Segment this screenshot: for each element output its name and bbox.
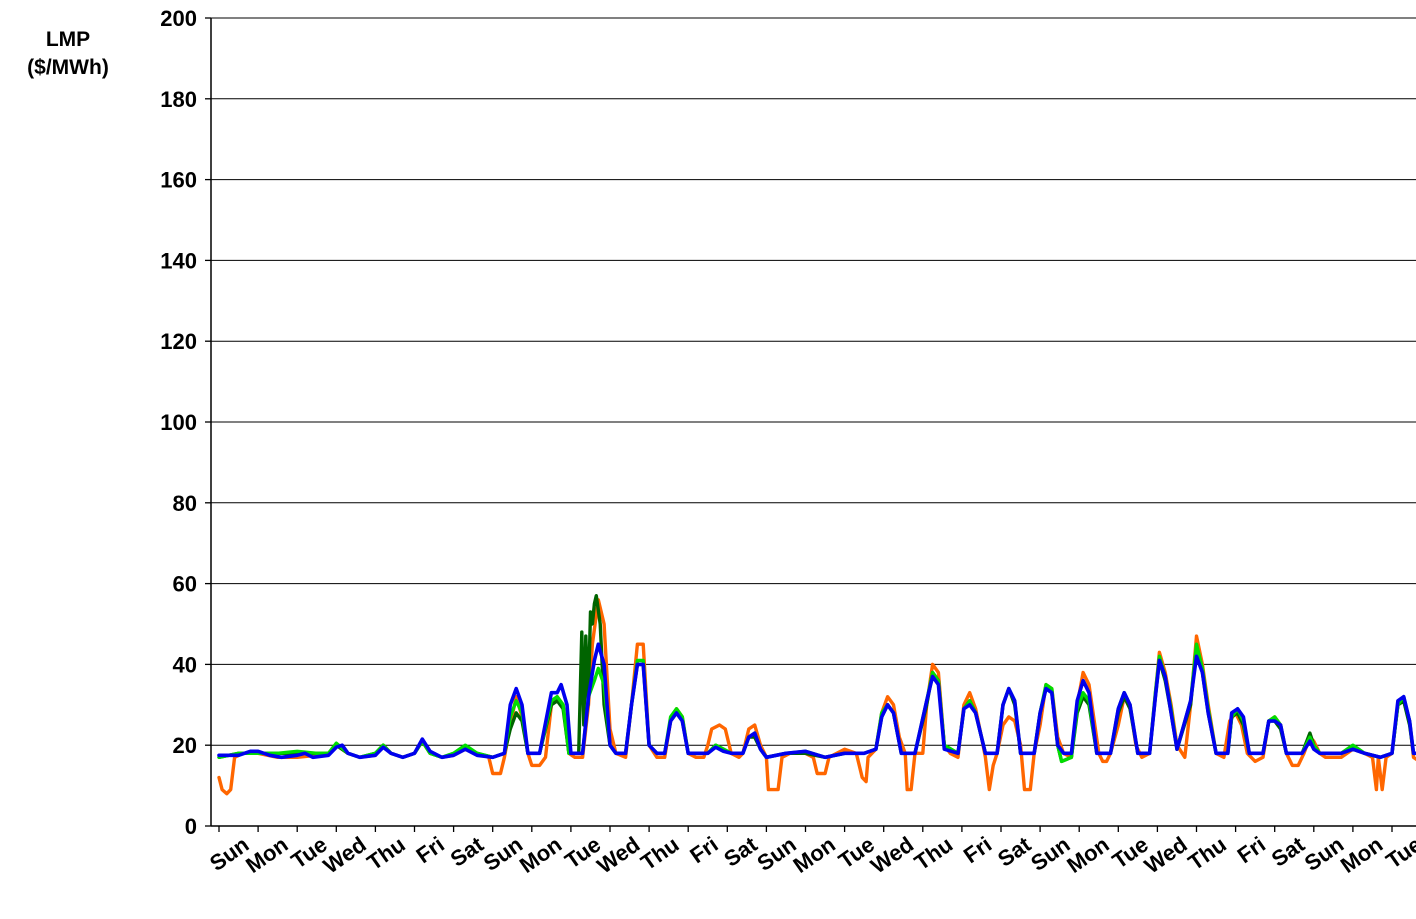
x-tick-label-27: Sat bbox=[1267, 831, 1310, 872]
x-tick-label-1: Mon bbox=[241, 832, 292, 878]
x-tick-label-11: Thu bbox=[636, 832, 683, 876]
series-line-0 bbox=[217, 598, 1416, 796]
x-tick-label-18: Thu bbox=[910, 832, 957, 876]
series-lines bbox=[217, 594, 1416, 796]
y-tick-label-200: 200 bbox=[160, 6, 197, 31]
y-axis-label: LMP ($/MWh) bbox=[14, 26, 122, 82]
y-tick-label-100: 100 bbox=[160, 410, 197, 435]
y-tick-label-20: 20 bbox=[173, 733, 197, 758]
y-tick-labels: 0 20 40 60 80 100 120 140 160 180 200 bbox=[160, 6, 197, 839]
x-tick-label-12: Fri bbox=[685, 832, 722, 869]
y-tick-label-80: 80 bbox=[173, 491, 197, 516]
y-tick-label-60: 60 bbox=[173, 572, 197, 597]
y-axis-label-line-1: LMP bbox=[45, 28, 91, 51]
y-tick-label-160: 160 bbox=[160, 168, 197, 193]
x-tick-label-13: Sat bbox=[719, 831, 762, 872]
axes bbox=[205, 17, 1416, 832]
y-tick-label-180: 180 bbox=[160, 87, 197, 112]
x-tick-label-20: Sat bbox=[993, 831, 1036, 872]
gridlines bbox=[211, 17, 1416, 746]
x-tick-label-6: Sat bbox=[446, 831, 489, 872]
y-tick-label-140: 140 bbox=[160, 248, 197, 273]
x-tick-label-25: Thu bbox=[1184, 832, 1231, 876]
x-tick-label-5: Fri bbox=[412, 832, 449, 869]
x-tick-label-19: Fri bbox=[959, 832, 996, 869]
series-line-2 bbox=[217, 642, 1416, 764]
series-line-1 bbox=[217, 594, 1416, 764]
series-line-3 bbox=[217, 642, 1416, 760]
y-tick-label-0: 0 bbox=[185, 814, 197, 839]
x-tick-label-30: Tue bbox=[1381, 832, 1416, 874]
x-tick-label-22: Mon bbox=[1062, 832, 1113, 878]
y-tick-label-40: 40 bbox=[173, 652, 197, 677]
x-tick-label-29: Mon bbox=[1336, 832, 1387, 878]
x-tick-label-26: Fri bbox=[1233, 832, 1270, 869]
x-tick-label-4: Thu bbox=[362, 832, 409, 876]
y-tick-label-120: 120 bbox=[160, 329, 197, 354]
x-tick-label-8: Mon bbox=[515, 832, 566, 878]
x-tick-label-15: Mon bbox=[789, 832, 840, 878]
y-axis-label-line-2: ($/MWh) bbox=[27, 56, 109, 79]
